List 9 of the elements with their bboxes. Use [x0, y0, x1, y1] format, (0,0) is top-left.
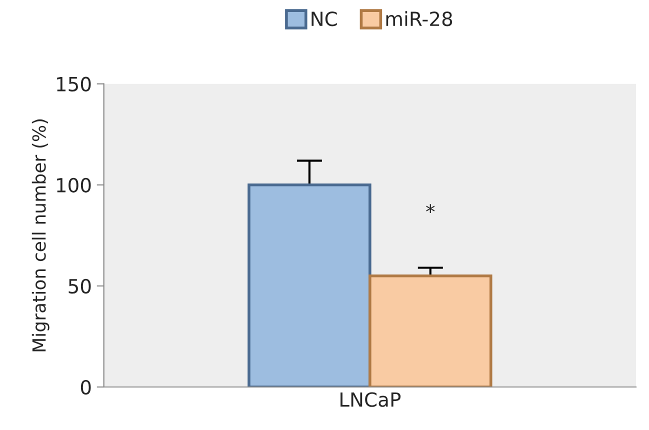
y-tick-label: 100 [57, 178, 91, 193]
y-tick-label: 150 [57, 76, 91, 92]
y-axis-title: Migration cell number (%) [32, 119, 50, 352]
annotation: * [426, 204, 435, 213]
x-tick-label: LNCaP [340, 392, 401, 407]
y-tick-label: 0 [80, 380, 91, 395]
legend-label: miR-28 [386, 11, 452, 26]
legend-label: NC [312, 11, 337, 26]
y-tick-label: 50 [68, 278, 91, 294]
